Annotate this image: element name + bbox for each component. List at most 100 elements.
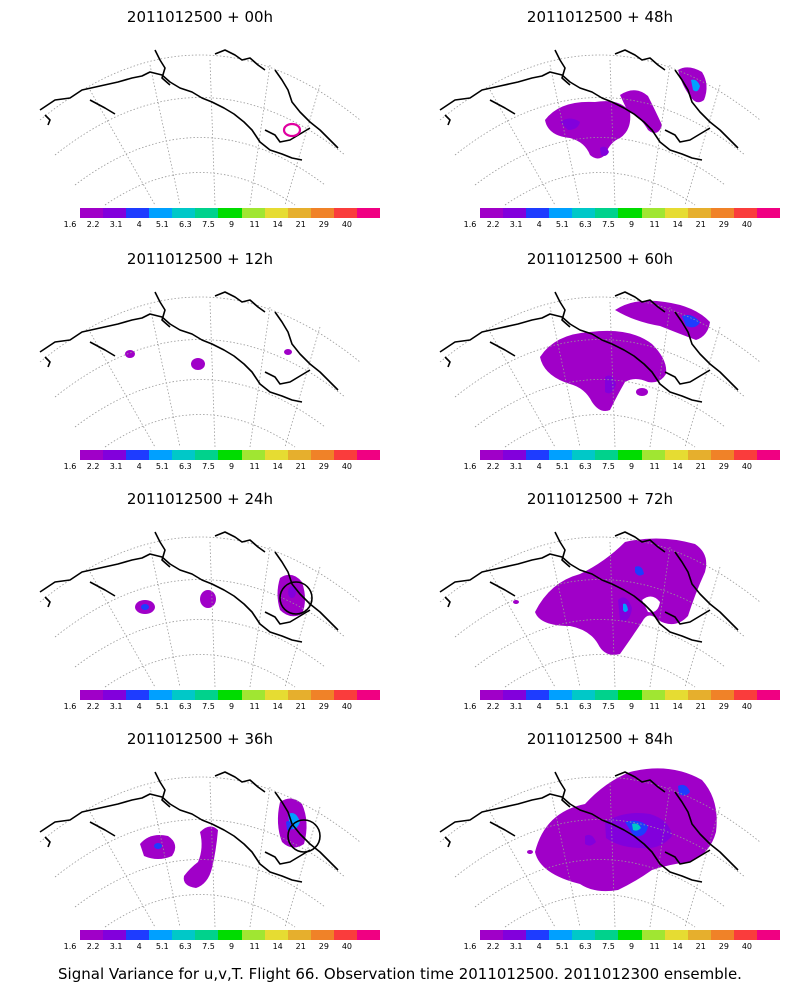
color-swatch	[172, 208, 196, 218]
polar-map	[39, 531, 361, 688]
polar-map	[439, 768, 761, 928]
scale-tick: 40	[741, 702, 753, 711]
scale-tick: 1.6	[463, 462, 477, 471]
scale-tick: 6.3	[179, 220, 192, 229]
color-swatch	[664, 208, 688, 218]
color-swatch	[172, 690, 196, 700]
scale-tick: 9	[228, 462, 235, 471]
scale-tick: 9	[628, 702, 635, 711]
color-swatch	[526, 450, 550, 460]
color-swatch	[126, 930, 150, 940]
scale-tick: 11	[249, 462, 260, 471]
coastline	[39, 291, 339, 403]
scale-tick: 4	[136, 462, 142, 471]
polar-map	[439, 49, 761, 206]
color-swatch	[733, 690, 757, 700]
color-swatch	[149, 930, 173, 940]
scale-tick: 1.6	[63, 462, 77, 471]
map-panel-84h: 2011012500 + 84h 1.6 2.2 3.1 4 5.1 6.3 7.5 9 11 1…	[420, 730, 781, 965]
color-swatch	[333, 930, 357, 940]
scale-tick: 6.3	[179, 462, 192, 471]
map-panel-36h: 2011012500 + 36h 1.6 2.2 3.1 4 5.1 6.3 7.5 9 11 1…	[20, 730, 381, 965]
color-swatch	[595, 930, 619, 940]
color-swatch	[80, 930, 104, 940]
scale-tick: 40	[341, 220, 353, 229]
color-swatch	[572, 930, 596, 940]
map-panel-48h: 2011012500 + 48h 1.6 2.2 3.1 4 5.1 6.3 7.5 9 11 1…	[420, 8, 781, 243]
polar-map	[39, 291, 361, 448]
scale-tick: 1.6	[463, 220, 477, 229]
color-scale-ticks: 1.6 2.2 3.1 4 5.1 6.3 7.5 9 11 14 21 29 40	[420, 702, 780, 714]
scale-tick: 2.2	[86, 220, 100, 229]
scale-tick: 7.5	[202, 462, 215, 471]
scale-tick: 4	[136, 702, 142, 711]
scale-tick: 7.5	[602, 702, 615, 711]
color-scale	[80, 690, 381, 700]
color-swatch	[687, 208, 711, 218]
color-swatch	[310, 690, 334, 700]
color-swatch	[195, 930, 219, 940]
coastline	[39, 49, 339, 161]
color-swatch	[195, 450, 219, 460]
scale-tick: 7.5	[602, 220, 615, 229]
scale-tick: 21	[295, 942, 306, 951]
scale-tick: 2.2	[486, 462, 500, 471]
color-swatch	[80, 450, 104, 460]
color-swatch	[103, 690, 127, 700]
scale-tick: 40	[741, 220, 753, 229]
color-swatch	[756, 208, 781, 218]
color-scale-ticks: 1.6 2.2 3.1 4 5.1 6.3 7.5 9 11 14 21 29 40	[420, 220, 780, 232]
map-panel-72h: 2011012500 + 72h 1.6 2.2 3.1 4 5.1 6.3 7.5 9 11 1…	[420, 490, 781, 725]
scale-tick: 9	[228, 220, 235, 229]
scale-tick: 11	[649, 462, 660, 471]
scale-tick: 29	[318, 220, 329, 229]
color-swatch	[641, 690, 665, 700]
scale-tick: 40	[341, 702, 353, 711]
scale-tick: 3.1	[509, 462, 523, 471]
scale-tick: 2.2	[486, 220, 500, 229]
color-swatch	[356, 208, 381, 218]
color-scale	[480, 450, 781, 460]
color-swatch	[287, 930, 311, 940]
scale-tick: 5.1	[155, 220, 169, 229]
scale-tick: 7.5	[602, 462, 615, 471]
color-swatch	[618, 450, 642, 460]
scale-tick: 2.2	[486, 702, 500, 711]
scale-tick: 4	[536, 942, 542, 951]
color-swatch	[149, 450, 173, 460]
scale-tick: 6.3	[579, 702, 592, 711]
color-scale	[480, 930, 781, 940]
panel-title: 2011012500 + 60h	[526, 250, 674, 268]
color-swatch	[218, 450, 242, 460]
scale-tick: 40	[341, 462, 353, 471]
scale-tick: 4	[536, 220, 542, 229]
scale-tick: 40	[741, 462, 753, 471]
color-swatch	[480, 208, 504, 218]
scale-tick: 9	[628, 942, 635, 951]
color-scale-ticks: 1.6 2.2 3.1 4 5.1 6.3 7.5 9 11 14 21 29 40	[420, 942, 780, 954]
scale-tick: 21	[295, 220, 306, 229]
scale-tick: 29	[718, 220, 729, 229]
map-panel-00h: 2011012500 + 00h 1.6 2.2 3.1 4 5.1 6.3 7.5 9 11 1…	[20, 8, 381, 243]
color-swatch	[241, 690, 265, 700]
scale-tick: 3.1	[509, 702, 523, 711]
color-swatch	[218, 930, 242, 940]
scale-tick: 29	[318, 462, 329, 471]
color-swatch	[241, 450, 265, 460]
color-swatch	[733, 208, 757, 218]
color-swatch	[310, 930, 334, 940]
color-swatch	[664, 690, 688, 700]
color-swatch	[526, 690, 550, 700]
scale-tick: 3.1	[109, 220, 123, 229]
color-swatch	[195, 208, 219, 218]
color-swatch	[218, 208, 242, 218]
scale-tick: 29	[718, 462, 729, 471]
color-swatch	[733, 930, 757, 940]
color-swatch	[595, 690, 619, 700]
color-swatch	[310, 450, 334, 460]
scale-tick: 21	[695, 462, 706, 471]
color-swatch	[264, 450, 288, 460]
scale-tick: 4	[136, 942, 142, 951]
coastline	[439, 531, 739, 643]
scale-tick: 7.5	[202, 702, 215, 711]
